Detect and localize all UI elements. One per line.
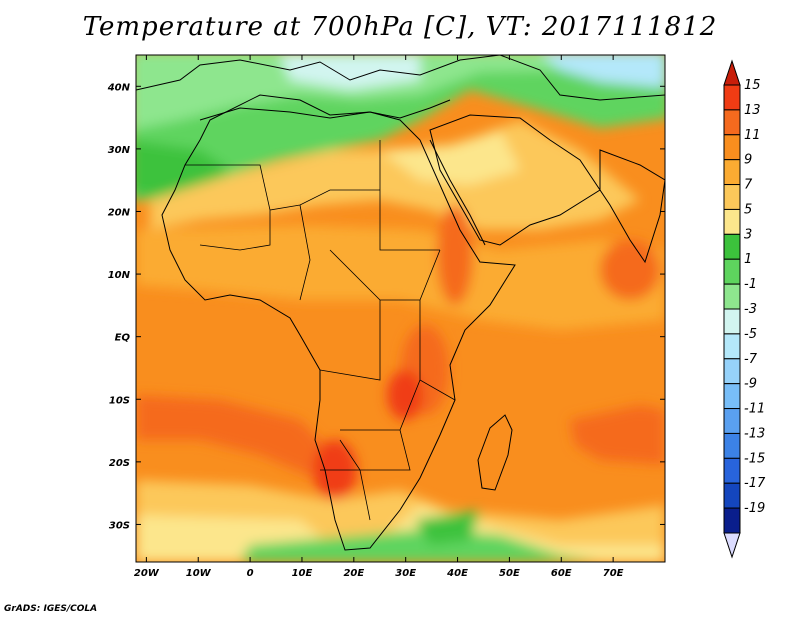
colorbar-swatch — [723, 283, 741, 310]
x-tick-label: 10W — [186, 568, 212, 579]
x-tick-label: 0 — [247, 568, 254, 579]
colorbar-swatch — [723, 383, 741, 410]
colorbar-label: 11 — [744, 128, 761, 143]
colorbar-swatch — [723, 233, 741, 260]
y-tick-label: 30S — [109, 520, 130, 531]
colorbar-label: 9 — [744, 153, 752, 168]
colorbar-label: 13 — [744, 103, 761, 118]
y-tick-label: 40N — [107, 82, 131, 93]
x-tick-label: 70E — [603, 568, 624, 579]
y-tick-label: 20S — [109, 458, 130, 469]
y-tick-label: 20N — [108, 207, 131, 218]
colorbar-swatch — [723, 432, 741, 459]
colorbar-bottom-arrow — [723, 532, 741, 559]
longitude-ticks: 20W 10W 0 10E 20E 30E 40E 50E 60E 70E — [134, 55, 624, 579]
coastlines — [136, 55, 665, 551]
temperature-field — [136, 55, 665, 562]
x-tick-label: 60E — [551, 568, 572, 579]
india-coastline — [599, 149, 665, 264]
latitude-ticks: 40N 30N 20N 10N EQ 10S 20S 30S — [107, 82, 665, 531]
colorbar-swatch — [723, 84, 741, 111]
y-tick-label: 30N — [108, 145, 131, 156]
colorbar-swatch — [723, 333, 741, 360]
x-tick-label: 50E — [499, 568, 520, 579]
colorbar-label: -13 — [744, 426, 765, 441]
map-title: Temperature at 700hPa [C], VT: 201711181… — [82, 12, 718, 42]
y-tick-label: 10S — [109, 395, 130, 406]
colorbar-swatch — [723, 308, 741, 335]
map-frame — [135, 54, 666, 563]
colorbar-swatch — [723, 159, 741, 186]
y-tick-label: 10N — [108, 270, 131, 281]
colorbar-label: 7 — [744, 178, 753, 193]
arabia-coastline — [429, 114, 601, 246]
madagascar-coastline — [477, 414, 513, 491]
y-tick-label: EQ — [115, 333, 131, 344]
x-tick-label: 10E — [292, 568, 313, 579]
colorbar-label: 3 — [744, 227, 752, 242]
x-tick-label: 20E — [343, 568, 364, 579]
colorbar-label: -19 — [744, 501, 765, 516]
colorbar-label: -9 — [744, 377, 757, 392]
x-tick-label: 30E — [395, 568, 416, 579]
colorbar-swatch — [723, 482, 741, 509]
colorbar-label: -5 — [744, 327, 757, 342]
colorbar: 15 13 11 9 7 5 3 1 -1 -3 -5 -7 -9 -11 -13 -15 -17 -19 — [723, 59, 766, 559]
africa-coastline — [161, 94, 516, 551]
colorbar-label: -3 — [744, 302, 757, 317]
colorbar-swatch — [723, 507, 741, 534]
colorbar-label: 1 — [744, 252, 752, 267]
colorbar-label: 5 — [744, 202, 752, 217]
colorbar-swatch — [723, 457, 741, 484]
colorbar-swatch — [723, 134, 741, 161]
grads-credit: GrADS: IGES/COLA — [4, 604, 98, 614]
colorbar-label: -17 — [744, 476, 766, 491]
country-borders — [185, 140, 456, 521]
colorbar-label: -11 — [744, 402, 765, 417]
colorbar-swatch — [723, 408, 741, 434]
colorbar-swatch — [723, 358, 741, 385]
x-tick-label: 20W — [134, 568, 160, 579]
colorbar-label: 15 — [744, 78, 761, 93]
colorbar-label: -1 — [744, 277, 757, 292]
colorbar-swatch — [723, 258, 741, 285]
red-sea-coastline — [429, 139, 486, 246]
x-tick-label: 40E — [446, 568, 468, 579]
colorbar-swatch — [723, 109, 741, 136]
mediterranean-coastline — [199, 99, 451, 121]
europe-coastline — [136, 55, 665, 101]
colorbar-swatch — [723, 208, 741, 235]
colorbar-swatch — [723, 184, 741, 210]
colorbar-label: -15 — [744, 451, 765, 466]
colorbar-label: -7 — [744, 352, 758, 367]
colorbar-top-arrow — [723, 59, 741, 86]
